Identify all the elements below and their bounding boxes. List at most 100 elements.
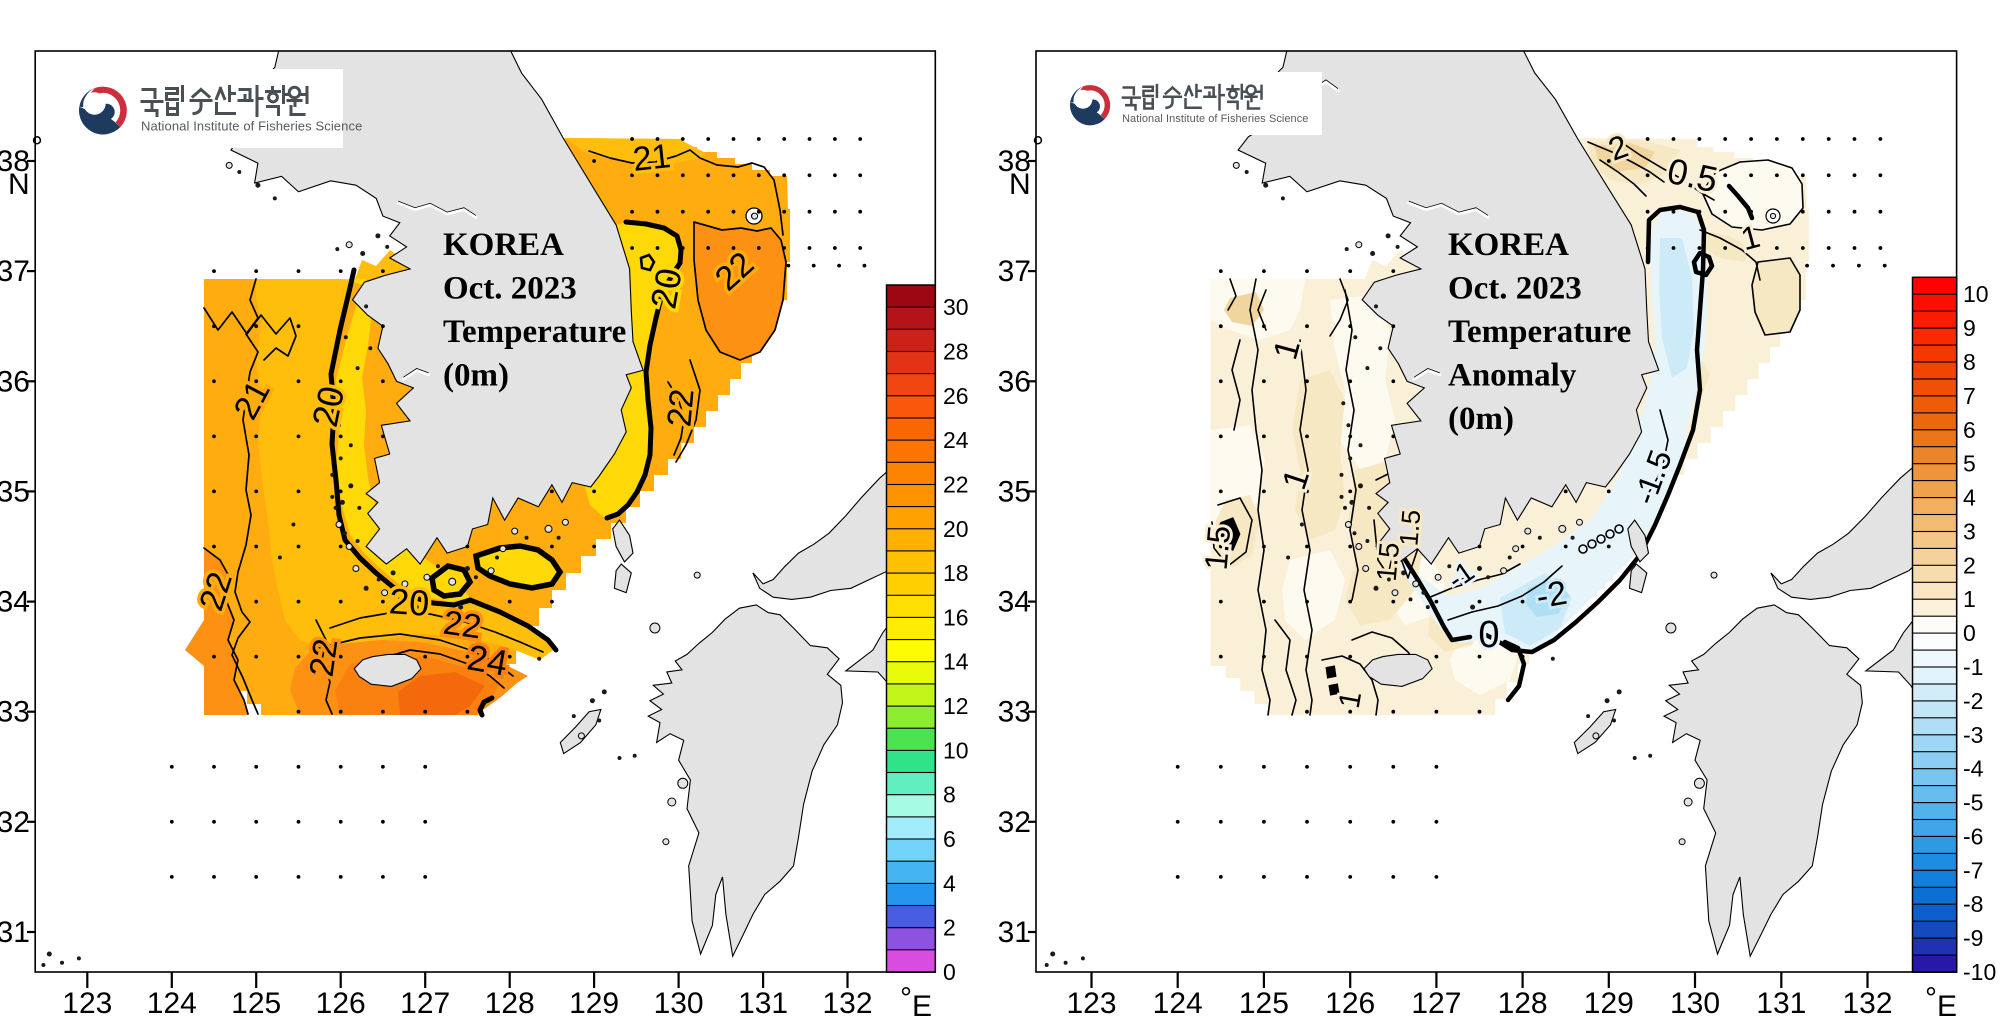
svg-text:8: 8: [1963, 349, 1976, 375]
svg-text:(0m): (0m): [443, 358, 509, 394]
svg-text:22: 22: [943, 472, 969, 498]
svg-text:National Institute of Fisherie: National Institute of Fisheries Science: [141, 119, 362, 134]
svg-text:20: 20: [388, 580, 431, 624]
svg-text:127: 127: [1411, 987, 1461, 1020]
svg-text:°: °: [31, 131, 43, 164]
svg-text:0: 0: [1478, 614, 1499, 656]
svg-text:24: 24: [943, 427, 969, 453]
svg-text:-8: -8: [1963, 891, 1983, 917]
svg-text:National Institute of Fisherie: National Institute of Fisheries Science: [1122, 113, 1308, 125]
svg-text:°: °: [900, 982, 912, 1015]
svg-text:125: 125: [231, 987, 281, 1020]
svg-text:-9: -9: [1963, 925, 1983, 951]
svg-text:33: 33: [0, 696, 30, 729]
svg-text:-10: -10: [1963, 959, 1996, 985]
svg-text:130: 130: [654, 987, 704, 1020]
svg-text:123: 123: [1066, 987, 1116, 1020]
svg-text:38: 38: [0, 145, 30, 178]
svg-text:°: °: [1032, 131, 1044, 164]
svg-text:32: 32: [998, 806, 1031, 839]
svg-text:31: 31: [0, 916, 30, 949]
svg-text:35: 35: [998, 475, 1031, 508]
svg-text:-1: -1: [1963, 654, 1983, 680]
svg-text:130: 130: [1670, 987, 1720, 1020]
svg-text:129: 129: [1584, 987, 1634, 1020]
svg-text:N: N: [8, 168, 30, 201]
svg-text:127: 127: [400, 987, 450, 1020]
svg-text:22: 22: [660, 387, 701, 428]
svg-text:KOREA: KOREA: [1448, 227, 1569, 263]
svg-text:124: 124: [147, 987, 197, 1020]
svg-text:123: 123: [62, 987, 112, 1020]
svg-text:26: 26: [943, 383, 969, 409]
svg-text:1.5: 1.5: [1371, 541, 1405, 582]
svg-text:20: 20: [304, 383, 352, 431]
svg-text:24: 24: [464, 636, 511, 683]
svg-text:22: 22: [303, 636, 346, 679]
svg-text:35: 35: [0, 475, 30, 508]
svg-text:131: 131: [1756, 987, 1806, 1020]
svg-text:126: 126: [316, 987, 366, 1020]
svg-text:28: 28: [943, 339, 969, 365]
svg-text:3: 3: [1963, 519, 1976, 545]
svg-text:0: 0: [1963, 620, 1976, 646]
svg-text:22: 22: [441, 604, 484, 647]
svg-text:37: 37: [998, 255, 1031, 288]
svg-text:33: 33: [998, 696, 1031, 729]
svg-text:(0m): (0m): [1448, 401, 1514, 437]
svg-text:34: 34: [0, 586, 30, 619]
svg-text:-6: -6: [1963, 823, 1983, 849]
svg-text:1: 1: [1963, 586, 1976, 612]
svg-text:°: °: [1925, 982, 1937, 1015]
svg-text:16: 16: [943, 604, 969, 630]
svg-text:20: 20: [642, 265, 689, 312]
svg-text:6: 6: [1963, 417, 1976, 443]
svg-text:36: 36: [998, 365, 1031, 398]
svg-text:5: 5: [1963, 451, 1976, 477]
svg-text:-5: -5: [1963, 790, 1983, 816]
svg-text:12: 12: [943, 693, 969, 719]
svg-text:30: 30: [943, 294, 969, 320]
svg-text:14: 14: [943, 649, 969, 675]
svg-text:34: 34: [998, 586, 1031, 619]
svg-text:37: 37: [0, 255, 30, 288]
svg-text:2: 2: [943, 915, 956, 941]
svg-text:125: 125: [1239, 987, 1289, 1020]
svg-text:Temperature: Temperature: [443, 314, 626, 350]
svg-text:E: E: [1937, 990, 1957, 1023]
svg-text:-4: -4: [1963, 756, 1984, 782]
svg-text:21: 21: [631, 137, 673, 179]
svg-text:0: 0: [943, 959, 956, 985]
svg-text:10: 10: [1963, 281, 1989, 307]
svg-text:Temperature: Temperature: [1448, 314, 1631, 350]
svg-text:38: 38: [998, 145, 1031, 178]
svg-text:124: 124: [1153, 987, 1203, 1020]
svg-text:126: 126: [1325, 987, 1375, 1020]
svg-text:9: 9: [1963, 315, 1976, 341]
svg-text:-3: -3: [1963, 722, 1983, 748]
svg-text:Oct. 2023: Oct. 2023: [443, 271, 577, 307]
svg-text:N: N: [1009, 168, 1031, 201]
svg-text:1.5: 1.5: [1198, 524, 1238, 571]
svg-text:31: 31: [998, 916, 1031, 949]
svg-text:132: 132: [1842, 987, 1892, 1020]
svg-text:32: 32: [0, 806, 30, 839]
svg-text:18: 18: [943, 560, 969, 586]
svg-text:6: 6: [943, 826, 956, 852]
svg-text:129: 129: [569, 987, 619, 1020]
svg-text:131: 131: [738, 987, 788, 1020]
svg-text:Oct. 2023: Oct. 2023: [1448, 271, 1582, 307]
svg-text:128: 128: [485, 987, 535, 1020]
svg-text:-2: -2: [1963, 688, 1983, 714]
svg-text:10: 10: [943, 737, 969, 763]
svg-text:36: 36: [0, 365, 30, 398]
svg-text:-7: -7: [1963, 857, 1983, 883]
svg-text:128: 128: [1498, 987, 1548, 1020]
svg-text:E: E: [912, 990, 932, 1023]
svg-text:KOREA: KOREA: [443, 227, 564, 263]
svg-text:20: 20: [943, 516, 969, 542]
svg-text:132: 132: [822, 987, 872, 1020]
svg-text:4: 4: [1963, 485, 1976, 511]
svg-text:2: 2: [1963, 552, 1976, 578]
svg-text:8: 8: [943, 782, 956, 808]
